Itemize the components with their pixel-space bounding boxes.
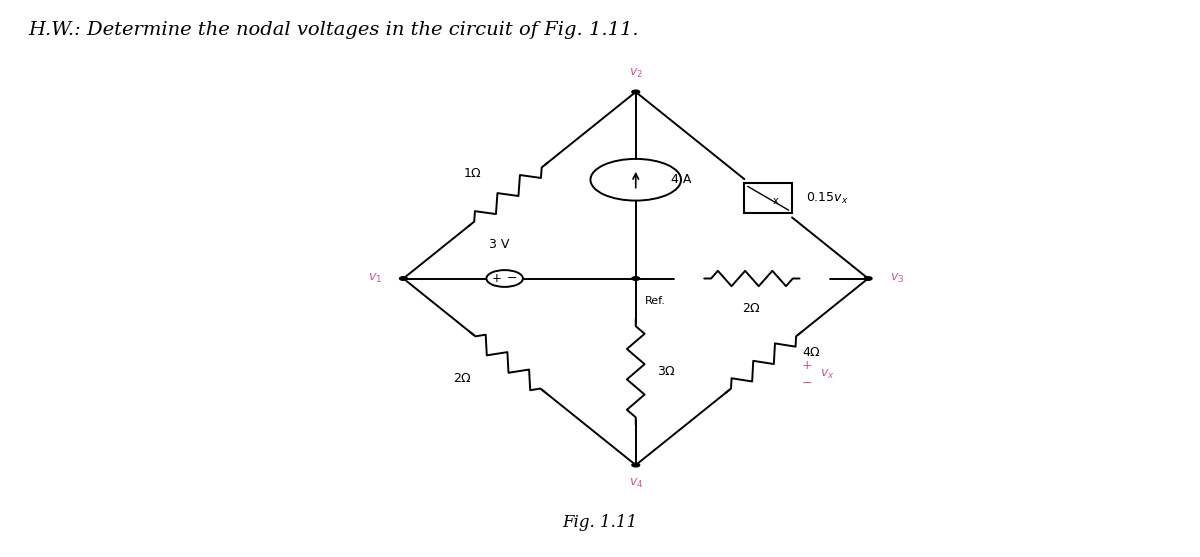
Text: Ref.: Ref. [646,296,666,306]
Text: 0.15$v_x$: 0.15$v_x$ [806,190,848,206]
Circle shape [632,90,640,94]
Text: $v_1$: $v_1$ [367,272,382,285]
Text: $v_3$: $v_3$ [889,272,904,285]
Circle shape [632,463,640,467]
Bar [744,183,792,213]
Text: $v_4$: $v_4$ [629,477,643,490]
Text: 3$\Omega$: 3$\Omega$ [658,365,677,378]
Text: +: + [492,272,502,285]
Circle shape [864,277,872,280]
Text: +: + [802,359,812,372]
Circle shape [400,277,407,280]
Text: 4 A: 4 A [671,173,691,186]
Text: Fig. 1.11: Fig. 1.11 [563,514,637,531]
Text: H.W.: Determine the nodal voltages in the circuit of Fig. 1.11.: H.W.: Determine the nodal voltages in th… [28,21,638,38]
Text: 3 V: 3 V [488,238,509,251]
Circle shape [632,277,640,280]
Text: $v_x$: $v_x$ [820,368,834,381]
Text: 2$\Omega$: 2$\Omega$ [454,372,472,385]
Text: 4$\Omega$: 4$\Omega$ [802,346,821,359]
Text: x: x [773,196,779,206]
Text: −: − [802,377,812,390]
Text: 2$\Omega$: 2$\Omega$ [743,301,762,315]
Text: −: − [508,272,517,285]
Text: 1$\Omega$: 1$\Omega$ [463,167,481,180]
Text: $v_2$: $v_2$ [629,67,643,80]
